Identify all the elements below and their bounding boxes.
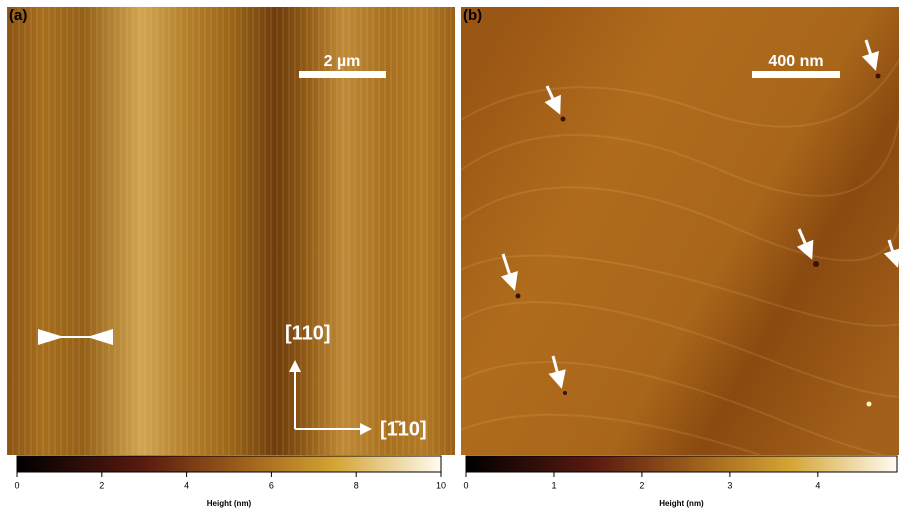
- scale-bar: [299, 71, 386, 78]
- direction-label: [110]: [285, 322, 331, 344]
- colorbar-tick-label: 10: [436, 480, 446, 490]
- colorbar-tick-label: 0: [14, 480, 19, 490]
- colorbar-tick-label: 1: [551, 480, 556, 490]
- scale-bar-label: 400 nm: [768, 53, 823, 70]
- colorbar-tick-label: 4: [815, 480, 820, 490]
- particle: [866, 401, 872, 407]
- colorbar-label: Height (nm): [659, 499, 704, 508]
- texture: [7, 7, 455, 455]
- colorbar: [465, 455, 898, 473]
- colorbar-tick-label: 2: [639, 480, 644, 490]
- colorbar-tick-label: 8: [354, 480, 359, 490]
- colorbar-tick-label: 0: [463, 480, 468, 490]
- colorbar-tick-label: 4: [184, 480, 189, 490]
- marker-triangle: [38, 329, 64, 345]
- terraces: [460, 59, 899, 459]
- scale-bar-label: 2 µm: [324, 53, 361, 70]
- colorbar-tick-label: 6: [269, 480, 274, 490]
- panel-label: (b): [463, 7, 482, 24]
- scale-bar: [752, 71, 840, 78]
- marker-triangle: [87, 329, 113, 345]
- colorbar: [16, 455, 442, 473]
- direction-label: [1̄10]: [380, 418, 427, 440]
- afm-image: [461, 7, 899, 455]
- pits: [515, 73, 881, 395]
- colorbar-label: Height (nm): [207, 499, 252, 508]
- colorbar-tick-label: 2: [99, 480, 104, 490]
- pit-arrows: [500, 39, 899, 389]
- colorbar-tick-label: 3: [727, 480, 732, 490]
- panel-label: (a): [9, 7, 27, 24]
